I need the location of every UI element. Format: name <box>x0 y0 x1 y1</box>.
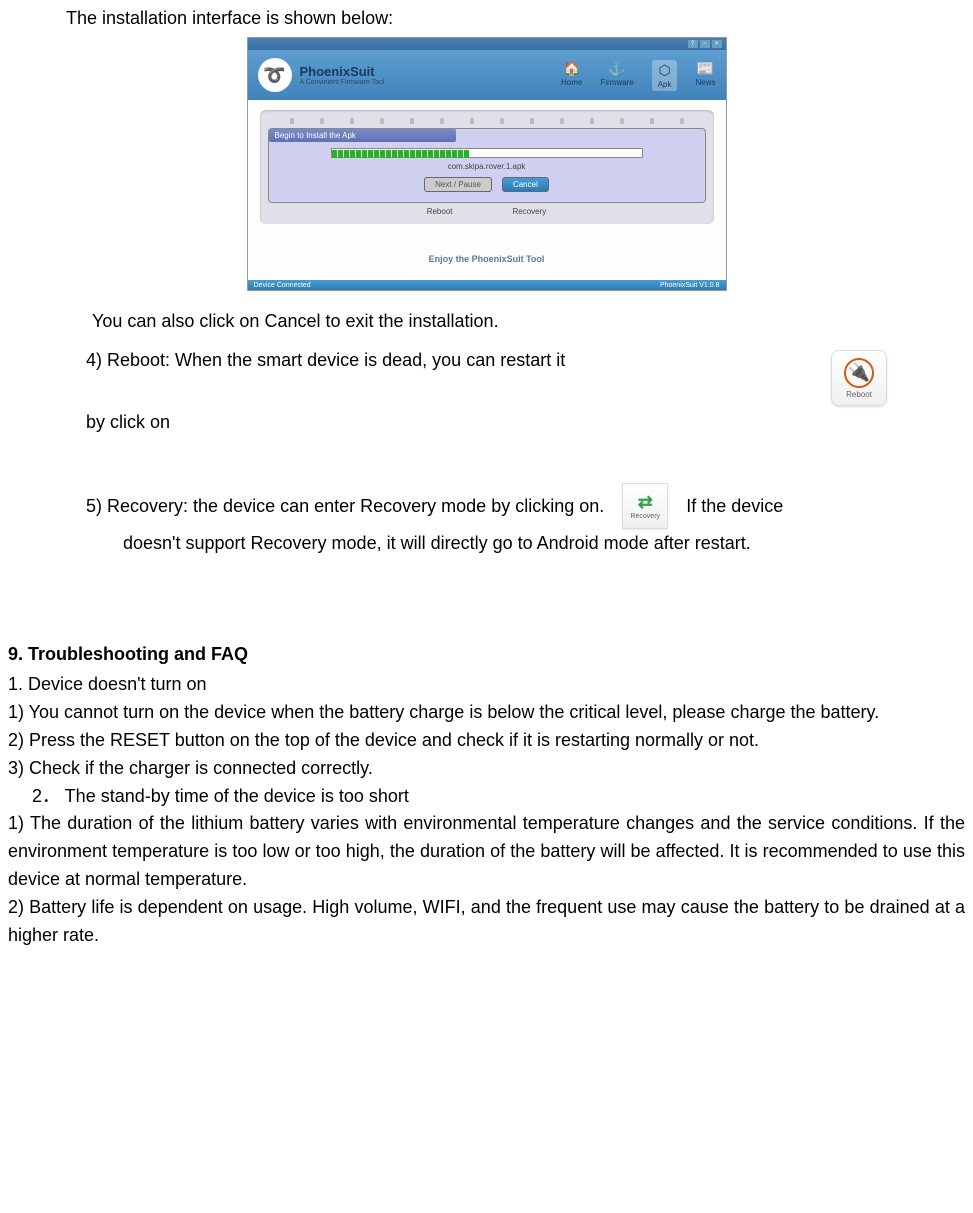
recovery-arrows-icon: ⇄ <box>638 492 653 513</box>
nav-firmware-label: Firmware <box>600 78 633 87</box>
recovery-label: Recovery <box>513 207 547 216</box>
nav-firmware[interactable]: ⚓ Firmware <box>600 60 633 91</box>
nav-home[interactable]: 🏠 Home <box>561 60 582 91</box>
close-button[interactable]: × <box>712 40 722 48</box>
dialog-title: Begin to Install the Apk <box>269 129 456 142</box>
logo-subtitle: A Convinient Firmware Tool <box>300 79 385 86</box>
notch <box>530 118 534 124</box>
logo-title: PhoenixSuit <box>300 64 385 79</box>
nav-home-label: Home <box>561 78 582 87</box>
news-icon: 📰 <box>697 60 714 77</box>
faq-2-1: 1) The duration of the lithium battery v… <box>0 810 973 894</box>
nav-apk[interactable]: ⬡ Apk <box>652 60 678 91</box>
notch <box>290 118 294 124</box>
help-button[interactable]: ? <box>688 40 698 48</box>
cancel-button[interactable]: Cancel <box>502 177 549 192</box>
status-left: Device Connected <box>254 282 311 289</box>
notch <box>320 118 324 124</box>
reboot-icon: 🔌 Reboot <box>831 350 887 406</box>
statusbar: Device Connected PhoenixSuit V1.0.8 <box>248 280 726 290</box>
app-window: ? − × ➰ PhoenixSuit A Convinient Firmwar… <box>247 37 727 291</box>
pause-button[interactable]: Next / Pause <box>424 177 492 192</box>
section-9-heading: 9. Troubleshooting and FAQ <box>0 644 973 665</box>
notch <box>590 118 594 124</box>
nav-apk-label: Apk <box>658 80 672 89</box>
nav-news[interactable]: 📰 News <box>695 60 715 91</box>
notch <box>650 118 654 124</box>
item-4-continue: by click on <box>86 412 965 433</box>
notch <box>470 118 474 124</box>
progress-bar <box>331 148 643 158</box>
notch <box>350 118 354 124</box>
logo-icon: ➰ <box>258 58 292 92</box>
faq-1-3: 3) Check if the charger is connected cor… <box>0 755 973 783</box>
item-5-continue: doesn't support Recovery mode, it will d… <box>123 533 887 554</box>
notch <box>440 118 444 124</box>
item-5-post: If the device <box>686 496 783 517</box>
app-header: ➰ PhoenixSuit A Convinient Firmware Tool… <box>248 50 726 100</box>
intro-text: The installation interface is shown belo… <box>66 8 965 29</box>
recovery-icon-label: Recovery <box>630 513 660 520</box>
faq-1-title: 1. Device doesn't turn on <box>0 671 973 699</box>
plug-icon: 🔌 <box>848 362 870 383</box>
home-icon: 🏠 <box>563 60 580 77</box>
faq-1-2: 2) Press the RESET button on the top of … <box>0 727 973 755</box>
titlebar: ? − × <box>248 38 726 50</box>
notch <box>560 118 564 124</box>
recovery-icon: ⇄ Recovery <box>622 483 668 529</box>
apk-name: com.skipa.rover.1.apk <box>279 162 695 171</box>
faq-2-2: 2) Battery life is dependent on usage. H… <box>0 894 973 950</box>
item-4-text: 4) Reboot: When the smart device is dead… <box>86 350 791 371</box>
reboot-label: Reboot <box>427 207 453 216</box>
status-right: PhoenixSuit V1.0.8 <box>660 282 720 289</box>
faq-2-title: 2． The stand-by time of the device is to… <box>0 783 973 811</box>
install-dialog: Begin to Install the Apk com.skipa.rover… <box>268 128 706 203</box>
notch <box>410 118 414 124</box>
item-5-pre: 5) Recovery: the device can enter Recove… <box>86 496 604 517</box>
app-body: Begin to Install the Apk com.skipa.rover… <box>248 100 726 280</box>
panel: Begin to Install the Apk com.skipa.rover… <box>260 110 714 224</box>
notch <box>500 118 504 124</box>
cancel-note: You can also click on Cancel to exit the… <box>92 311 965 332</box>
notch <box>680 118 684 124</box>
reboot-icon-label: Reboot <box>846 390 872 399</box>
minimize-button[interactable]: − <box>700 40 710 48</box>
cube-icon: ⬡ <box>658 62 670 79</box>
anchor-icon: ⚓ <box>608 60 625 77</box>
footer-text: Enjoy the PhoenixSuit Tool <box>260 254 714 264</box>
notch <box>380 118 384 124</box>
faq-1-1: 1) You cannot turn on the device when th… <box>0 699 973 727</box>
notch <box>620 118 624 124</box>
nav-news-label: News <box>695 78 715 87</box>
